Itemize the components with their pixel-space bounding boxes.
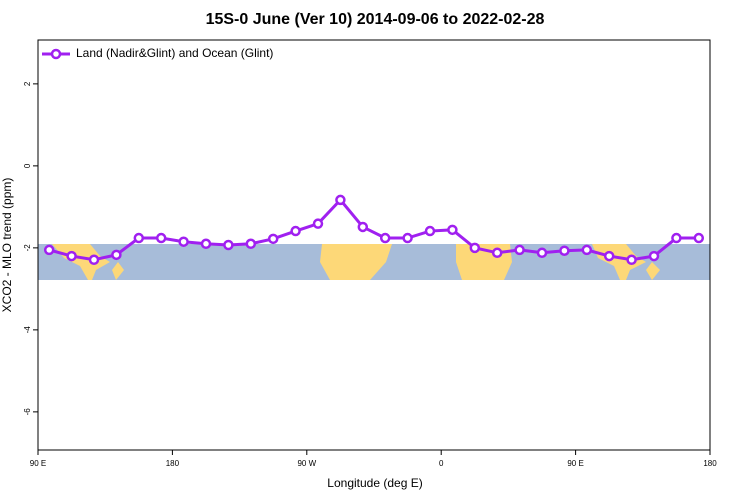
data-point (447, 224, 458, 236)
data-point (626, 254, 637, 266)
data-point (223, 239, 234, 251)
data-point (469, 242, 481, 254)
data-point (88, 254, 100, 266)
data-point (267, 233, 279, 245)
data-point (402, 232, 413, 244)
data-point (312, 218, 324, 229)
data-point (245, 238, 257, 250)
y-tick-label: -2 (23, 244, 32, 252)
data-point (200, 238, 212, 250)
data-point (357, 221, 369, 233)
x-tick-label: 90 E (567, 459, 583, 468)
legend: Land (Nadir&Glint) and Ocean (Glint) (42, 46, 273, 60)
data-point (379, 232, 391, 244)
data-point (559, 245, 570, 256)
map-background (38, 244, 710, 280)
y-tick-label: -4 (23, 326, 32, 334)
x-tick-label: 0 (439, 459, 444, 468)
data-point (66, 250, 77, 262)
data-point (536, 247, 548, 259)
data-point (491, 247, 503, 259)
data-point (290, 225, 301, 237)
data-point (424, 225, 436, 237)
data-point (178, 236, 189, 247)
data-point (335, 194, 346, 206)
x-tick-label: 90 E (30, 459, 46, 468)
y-tick-label: 2 (23, 81, 32, 86)
x-tick-label: 180 (703, 459, 717, 468)
y-tick-label: 0 (23, 163, 32, 168)
data-point (133, 232, 145, 244)
chart-title: 15S-0 June (Ver 10) 2014-09-06 to 2022-0… (206, 11, 545, 28)
data-point (671, 232, 682, 244)
legend-marker (50, 48, 62, 60)
x-tick-label: 180 (166, 459, 180, 468)
y-axis-label: XCO2 - MLO trend (ppm) (0, 178, 14, 313)
x-tick-label: 90 W (297, 459, 316, 468)
x-axis-label: Longitude (deg E) (327, 476, 422, 490)
data-point (603, 250, 615, 262)
data-point (648, 250, 660, 262)
data-point (111, 249, 122, 261)
data-point (43, 244, 55, 256)
y-tick-label: -6 (23, 408, 32, 416)
data-point (514, 244, 525, 256)
plot-frame (37, 39, 711, 451)
data-point (155, 232, 167, 244)
data-point (581, 244, 593, 256)
legend-label: Land (Nadir&Glint) and Ocean (Glint) (76, 46, 273, 60)
data-point (693, 232, 705, 244)
